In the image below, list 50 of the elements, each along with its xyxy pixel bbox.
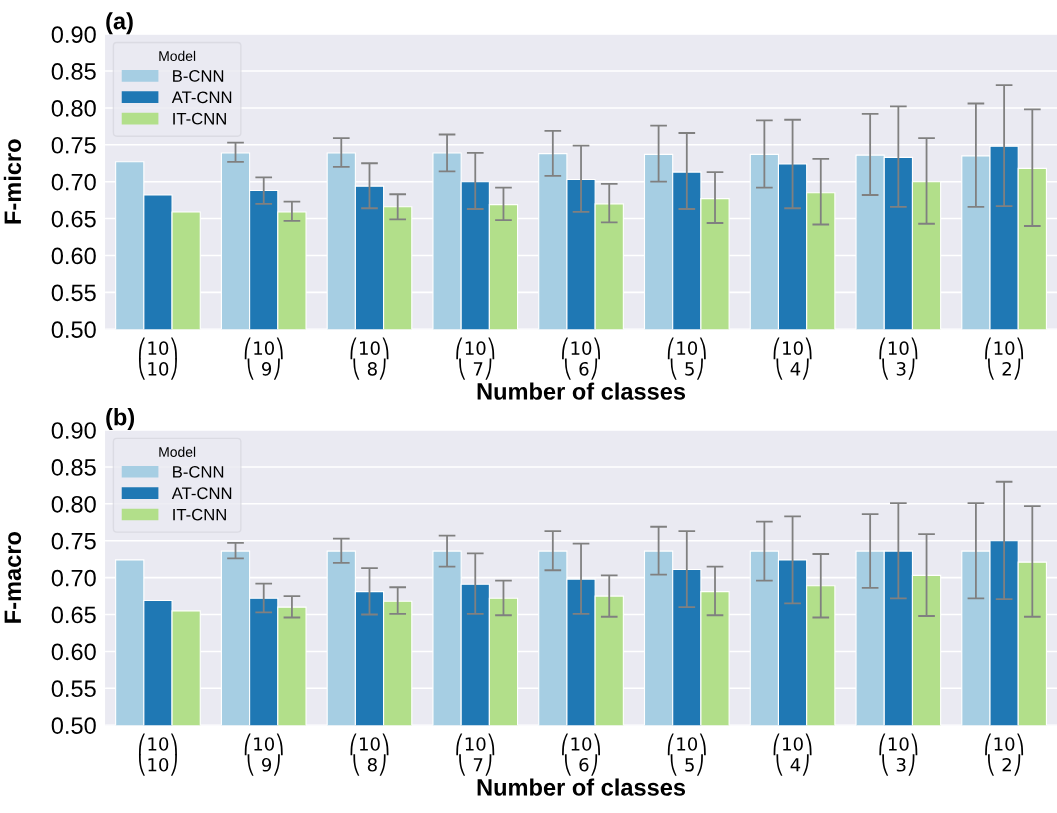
legend-label: B-CNN xyxy=(173,70,224,82)
y-tick-label: 0.85 xyxy=(51,459,96,476)
x-tick-label: ⎛10⎞ ⎝ 8⎠ xyxy=(350,733,389,776)
x-tick-label: ⎛10⎞ ⎝ 3⎠ xyxy=(879,337,918,380)
x-axis-title: Number of classes xyxy=(477,382,686,400)
y-tick-label: 0.60 xyxy=(51,643,96,661)
x-tick-label: ⎛10⎞ ⎝ 4⎠ xyxy=(773,337,812,380)
y-tick-label: 0.70 xyxy=(51,569,96,587)
x-tick-label: ⎛10⎞ ⎝ 5⎠ xyxy=(667,337,706,380)
x-tick-label: ⎛10⎞ ⎝ 9⎠ xyxy=(244,733,283,776)
x-tick-label: ⎛10⎞ ⎝ 3⎠ xyxy=(879,733,918,776)
y-tick-label: 0.55 xyxy=(51,284,96,302)
legend-label: IT-CNN xyxy=(173,508,226,521)
y-tick-label: 0.60 xyxy=(51,247,96,265)
y-tick-label: 0.65 xyxy=(51,606,96,624)
x-tick-label: ⎛10⎞ ⎝ 6⎠ xyxy=(562,733,600,776)
legend-title: Model xyxy=(159,446,196,457)
y-axis-title: F-micro xyxy=(3,139,22,224)
legend-label: AT-CNN xyxy=(171,91,232,104)
y-tick-label: 0.75 xyxy=(51,136,96,154)
y-tick-label: 0.50 xyxy=(51,717,96,734)
x-tick-label: ⎛10⎞ ⎝ 8⎠ xyxy=(350,337,389,380)
x-tick-label: ⎛10⎞ ⎝ 7⎠ xyxy=(456,337,495,380)
x-tick-label: ⎛10⎞ ⎝ 7⎠ xyxy=(456,733,495,776)
x-tick-label: ⎛10⎞ ⎝ 2⎠ xyxy=(985,733,1024,776)
y-tick-label: 0.90 xyxy=(51,26,96,43)
y-tick-label: 0.50 xyxy=(51,321,96,339)
x-tick-label: ⎛10⎞ ⎝10⎠ xyxy=(138,337,177,380)
y-tick-label: 0.85 xyxy=(51,63,96,80)
x-tick-label: ⎛10⎞ ⎝ 4⎠ xyxy=(773,733,812,776)
chart-title: (a) xyxy=(106,12,133,35)
x-tick-label: ⎛10⎞ ⎝ 9⎠ xyxy=(244,337,283,380)
x-tick-label: ⎛10⎞ ⎝ 2⎠ xyxy=(985,337,1024,380)
legend-label: AT-CNN xyxy=(171,487,232,500)
x-tick-label: ⎛10⎞ ⎝ 6⎠ xyxy=(562,337,600,380)
x-tick-label: ⎛10⎞ ⎝10⎠ xyxy=(138,733,177,776)
legend-label: IT-CNN xyxy=(173,112,226,125)
y-tick-label: 0.55 xyxy=(51,680,96,698)
y-tick-label: 0.90 xyxy=(51,422,96,439)
x-axis-title: Number of classes xyxy=(477,778,686,796)
y-tick-label: 0.75 xyxy=(51,532,96,550)
legend-label: B-CNN xyxy=(173,465,224,478)
x-tick-label: ⎛10⎞ ⎝ 5⎠ xyxy=(667,733,706,776)
y-tick-label: 0.70 xyxy=(51,173,96,191)
chart-title: (b) xyxy=(106,408,135,431)
legend-title: Model xyxy=(159,50,196,62)
y-axis-title: F-macro xyxy=(4,531,22,623)
y-tick-label: 0.65 xyxy=(51,210,96,228)
y-tick-label: 0.80 xyxy=(51,495,96,513)
y-tick-label: 0.80 xyxy=(51,99,96,117)
